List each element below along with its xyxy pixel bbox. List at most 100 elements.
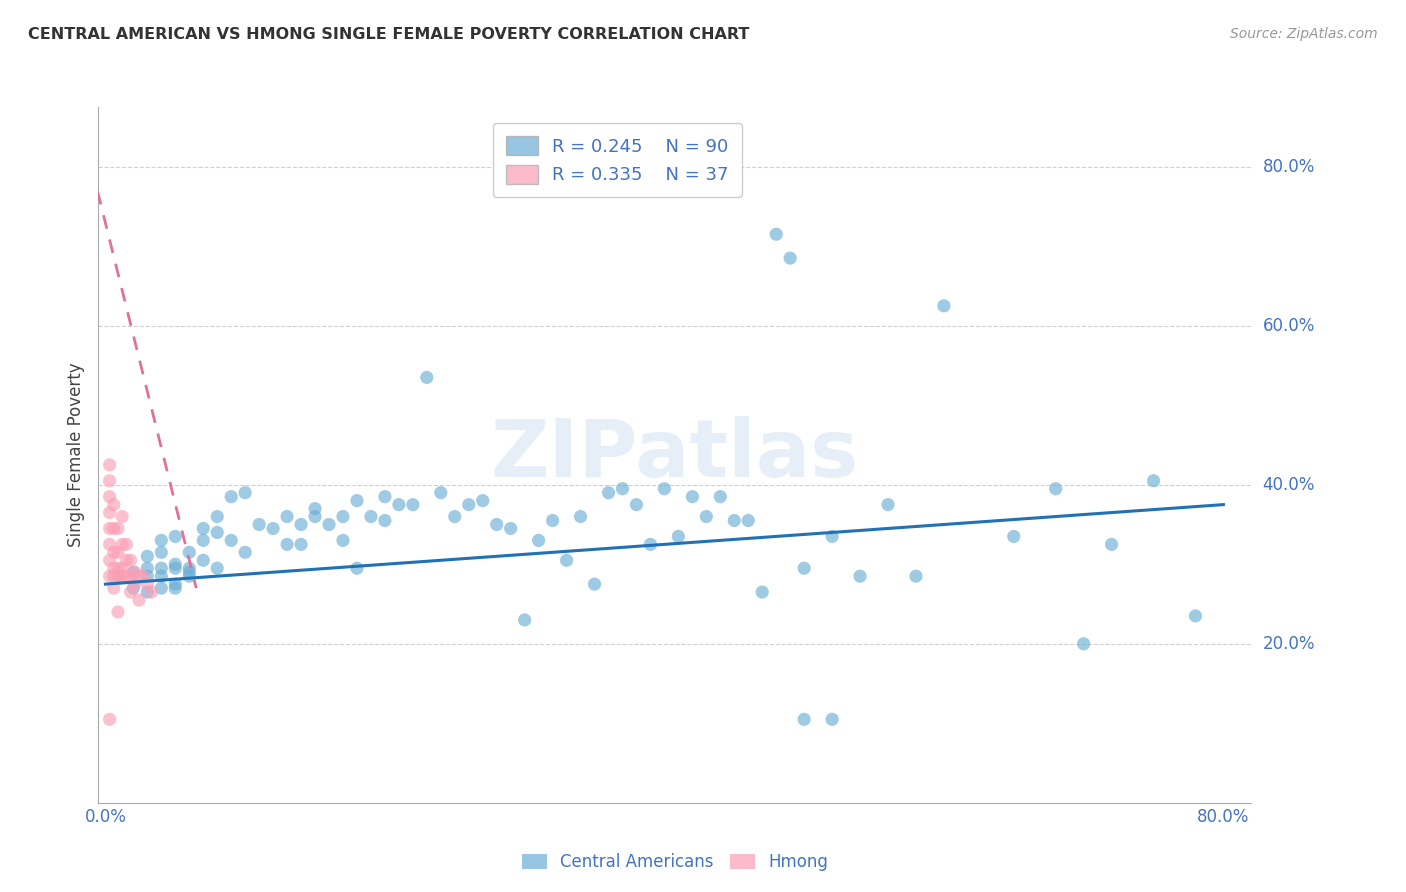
Text: 80.0%: 80.0%	[1263, 158, 1315, 176]
Point	[430, 485, 453, 500]
Point	[555, 553, 578, 567]
Point	[877, 498, 900, 512]
Point	[107, 561, 129, 575]
Point	[247, 517, 270, 532]
Point	[233, 485, 256, 500]
Point	[115, 569, 138, 583]
Point	[103, 498, 125, 512]
Legend: Central Americans, Hmong: Central Americans, Hmong	[515, 847, 835, 878]
Point	[499, 521, 522, 535]
Point	[457, 498, 479, 512]
Point	[165, 581, 187, 595]
Point	[98, 474, 121, 488]
Point	[1073, 637, 1095, 651]
Text: ZIPatlas: ZIPatlas	[491, 416, 859, 494]
Point	[136, 577, 159, 591]
Point	[141, 585, 163, 599]
Point	[304, 509, 326, 524]
Point	[122, 581, 145, 595]
Point	[107, 605, 129, 619]
Point	[471, 493, 494, 508]
Point	[416, 370, 439, 384]
Point	[98, 506, 121, 520]
Point	[821, 712, 844, 726]
Point	[1045, 482, 1067, 496]
Point	[165, 558, 187, 572]
Point	[205, 561, 228, 575]
Point	[262, 521, 284, 535]
Point	[695, 509, 717, 524]
Point	[1142, 474, 1164, 488]
Point	[751, 585, 773, 599]
Point	[150, 545, 173, 559]
Point	[332, 509, 354, 524]
Point	[583, 577, 606, 591]
Point	[179, 561, 201, 575]
Point	[107, 521, 129, 535]
Point	[111, 537, 134, 551]
Point	[193, 521, 215, 535]
Point	[205, 509, 228, 524]
Point	[165, 529, 187, 543]
Point	[598, 485, 620, 500]
Point	[136, 585, 159, 599]
Point	[1002, 529, 1025, 543]
Point	[709, 490, 731, 504]
Point	[103, 545, 125, 559]
Point	[120, 553, 142, 567]
Point	[304, 501, 326, 516]
Point	[849, 569, 872, 583]
Point	[165, 577, 187, 591]
Point	[120, 569, 142, 583]
Text: 40.0%: 40.0%	[1263, 475, 1315, 494]
Y-axis label: Single Female Poverty: Single Female Poverty	[66, 363, 84, 547]
Point	[98, 458, 121, 472]
Point	[681, 490, 703, 504]
Point	[193, 553, 215, 567]
Point	[124, 577, 146, 591]
Point	[332, 533, 354, 548]
Point	[388, 498, 411, 512]
Text: 60.0%: 60.0%	[1263, 317, 1315, 334]
Point	[103, 521, 125, 535]
Point	[276, 537, 298, 551]
Point	[485, 517, 508, 532]
Point	[150, 561, 173, 575]
Point	[793, 561, 815, 575]
Point	[115, 537, 138, 551]
Point	[765, 227, 787, 242]
Point	[666, 529, 689, 543]
Point	[821, 529, 844, 543]
Point	[290, 537, 312, 551]
Point	[179, 565, 201, 579]
Point	[654, 482, 676, 496]
Point	[374, 514, 396, 528]
Point	[98, 569, 121, 583]
Point	[150, 533, 173, 548]
Point	[443, 509, 465, 524]
Point	[360, 509, 382, 524]
Point	[165, 561, 187, 575]
Point	[276, 509, 298, 524]
Point	[124, 565, 146, 579]
Point	[612, 482, 634, 496]
Point	[1184, 609, 1206, 624]
Point	[111, 509, 134, 524]
Point	[111, 561, 134, 575]
Point	[136, 569, 159, 583]
Point	[136, 549, 159, 564]
Text: CENTRAL AMERICAN VS HMONG SINGLE FEMALE POVERTY CORRELATION CHART: CENTRAL AMERICAN VS HMONG SINGLE FEMALE …	[28, 27, 749, 42]
Point	[98, 537, 121, 551]
Point	[346, 493, 368, 508]
Point	[128, 569, 150, 583]
Point	[737, 514, 759, 528]
Point	[932, 299, 955, 313]
Point	[374, 490, 396, 504]
Point	[723, 514, 745, 528]
Point	[402, 498, 425, 512]
Point	[120, 585, 142, 599]
Point	[779, 251, 801, 265]
Point	[98, 553, 121, 567]
Point	[527, 533, 550, 548]
Point	[290, 517, 312, 532]
